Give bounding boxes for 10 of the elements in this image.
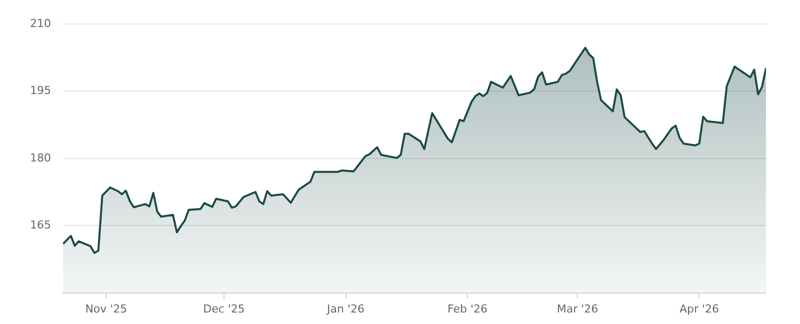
y-tick-label: 165 xyxy=(30,218,51,232)
x-tick-label: Jan '26 xyxy=(326,302,365,316)
x-tick-label: Mar '26 xyxy=(556,302,598,316)
y-tick-label: 195 xyxy=(30,84,51,98)
x-tick-label: Dec '25 xyxy=(203,302,245,316)
x-tick-label: Feb '26 xyxy=(448,302,488,316)
y-tick-label: 180 xyxy=(30,151,51,164)
x-tick-label: Apr '26 xyxy=(679,302,720,316)
x-tick-label: Nov '25 xyxy=(85,302,128,316)
y-tick-label: 210 xyxy=(30,16,51,30)
